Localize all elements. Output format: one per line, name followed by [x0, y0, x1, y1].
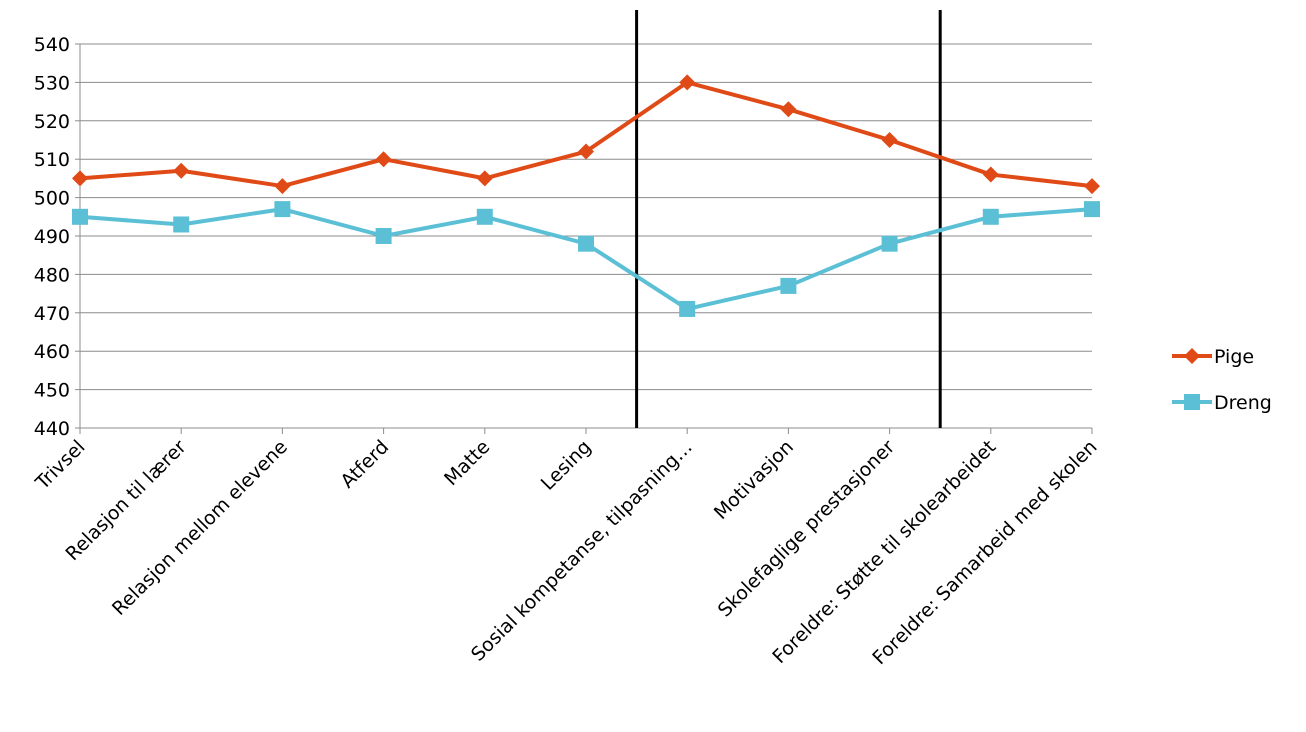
data-point-pige	[173, 162, 190, 179]
x-tick-label: Motivasjon	[710, 436, 798, 524]
data-point-pige	[1084, 178, 1100, 195]
legend-label: Pige	[1214, 346, 1254, 368]
legend-marker	[1184, 348, 1200, 364]
data-point-dreng	[982, 208, 999, 225]
series-pige	[72, 74, 1100, 195]
legend-item-pige: Pige	[1172, 346, 1254, 368]
y-axis: 440 450 460 470 480 490 500 510 520 530 540	[34, 34, 81, 440]
x-tick-label: Foreldre: Samarbeid med skolen	[868, 436, 1101, 669]
data-point-pige	[72, 170, 88, 187]
legend-label: Dreng	[1214, 392, 1272, 414]
x-tick-label: Lesing	[537, 436, 596, 495]
data-point-dreng	[72, 208, 88, 225]
data-point-pige	[274, 178, 291, 195]
y-tick-label: 500	[34, 188, 70, 210]
data-point-pige	[881, 132, 898, 148]
data-point-dreng	[274, 201, 291, 218]
data-point-dreng	[881, 235, 898, 252]
x-tick-label: Sosial kompetanse, tilpasning…	[467, 436, 697, 666]
data-point-dreng	[679, 300, 696, 317]
y-tick-label: 450	[34, 380, 70, 402]
legend: Pige Dreng	[1172, 346, 1272, 414]
data-point-dreng	[375, 228, 392, 244]
y-tick-label: 520	[34, 111, 70, 133]
data-point-pige	[476, 170, 493, 187]
y-tick-label: 460	[34, 341, 70, 363]
y-tick-label: 530	[34, 72, 70, 94]
data-point-pige	[780, 101, 797, 118]
series-lines	[72, 74, 1100, 317]
section-separators	[635, 10, 942, 428]
x-tick-label: Matte	[440, 436, 494, 490]
y-tick-label: 470	[34, 303, 70, 325]
data-point-dreng	[780, 277, 797, 294]
legend-marker	[1184, 394, 1200, 410]
y-tick-label: 540	[34, 34, 70, 56]
x-tick-label: Skolefaglige prestasjoner	[714, 436, 900, 622]
y-tick-label: 440	[34, 418, 70, 440]
x-tick-label: Relasjon mellom elevene	[108, 436, 292, 620]
y-tick-label: 510	[34, 149, 70, 171]
legend-item-dreng: Dreng	[1172, 392, 1272, 414]
x-tick-label: Trivsel	[31, 436, 90, 495]
data-point-dreng	[1084, 201, 1100, 218]
series-dreng	[72, 201, 1100, 317]
data-point-pige	[578, 143, 594, 160]
data-point-pige	[679, 74, 696, 91]
data-point-dreng	[476, 208, 493, 225]
x-tick-label: Foreldre: Støtte til skolearbeidet	[768, 436, 1000, 668]
y-tick-label: 490	[34, 226, 70, 248]
data-point-dreng	[578, 235, 594, 252]
data-point-dreng	[173, 216, 190, 233]
data-point-pige	[375, 151, 392, 168]
data-point-pige	[982, 166, 999, 183]
x-tick-label: Atferd	[337, 436, 394, 493]
y-tick-label: 480	[34, 264, 70, 286]
